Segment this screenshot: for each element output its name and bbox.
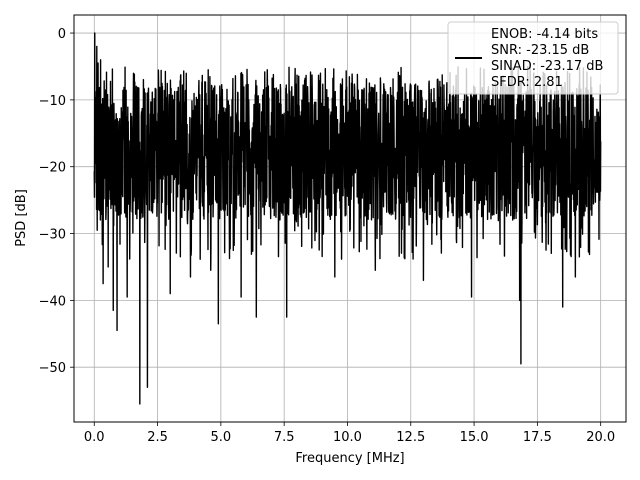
y-tick-label: −30 — [39, 228, 66, 243]
legend-box — [447, 21, 619, 95]
y-tick-label: −50 — [39, 361, 66, 376]
legend: ENOB: -4.14 bits SNR: -23.15 dB SINAD: -… — [447, 21, 619, 95]
y-tick-label: 0 — [58, 27, 66, 42]
y-axis-label: PSD [dB] — [14, 189, 29, 247]
psd-series-line — [93, 32, 602, 405]
series-layer — [93, 32, 602, 405]
x-tick-label: 0.0 — [84, 430, 105, 445]
x-tick-label: 17.5 — [523, 430, 552, 445]
legend-sfdr: SFDR: 2.81 — [491, 75, 563, 90]
y-tick-label: −10 — [39, 94, 66, 109]
y-tick-label: −20 — [39, 161, 66, 176]
x-axis-label: Frequency [MHz] — [295, 451, 404, 466]
x-tick-label: 20.0 — [586, 430, 615, 445]
legend-snr: SNR: -23.15 dB — [491, 43, 589, 58]
axis-ticks: 0.0 2.5 5.0 7.5 10.0 12.5 15.0 17.5 20.0 0 −10 −20 −… — [39, 27, 616, 445]
plot-frame — [73, 14, 627, 423]
x-tick-label: 7.5 — [274, 430, 295, 445]
x-tick-label: 15.0 — [460, 430, 489, 445]
x-tick-label: 2.5 — [147, 430, 168, 445]
legend-sinad: SINAD: -23.17 dB — [491, 59, 603, 74]
y-tick-label: −40 — [39, 294, 66, 309]
x-tick-label: 5.0 — [211, 430, 232, 445]
x-tick-label: 10.0 — [333, 430, 362, 445]
legend-enob: ENOB: -4.14 bits — [491, 27, 598, 42]
x-tick-label: 12.5 — [396, 430, 425, 445]
